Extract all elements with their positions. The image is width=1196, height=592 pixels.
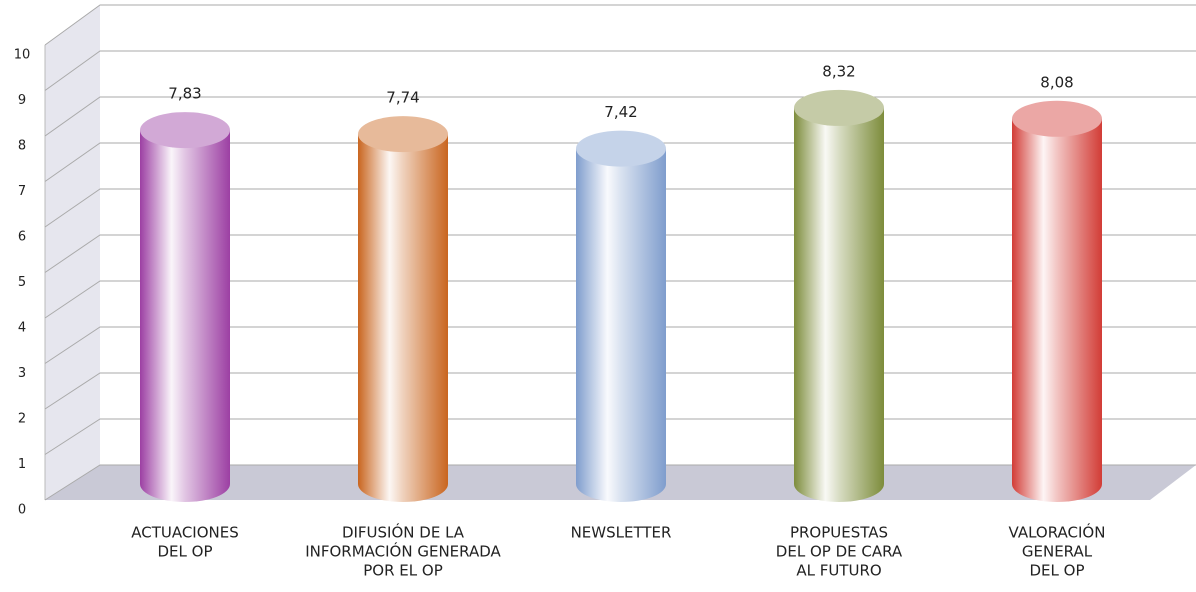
bar xyxy=(1012,118,1102,502)
grid-line xyxy=(44,4,1196,46)
x-tick-label: DEL OP xyxy=(157,543,212,561)
y-tick-label: 6 xyxy=(18,230,26,245)
bar-top xyxy=(1012,100,1102,137)
y-tick-label: 4 xyxy=(18,321,26,336)
value-label: 8,08 xyxy=(1040,73,1073,91)
y-tick-label: 7 xyxy=(18,184,26,199)
side-wall xyxy=(45,5,100,500)
y-tick-label: 9 xyxy=(18,93,26,108)
x-tick-label: DEL OP DE CARA xyxy=(776,543,903,561)
x-tick-label: DIFUSIÓN DE LA xyxy=(342,523,465,542)
value-label: 8,32 xyxy=(822,62,855,80)
x-tick-label: PROPUESTAS xyxy=(790,524,888,542)
y-tick-label: 0 xyxy=(18,503,26,518)
bar xyxy=(140,130,230,503)
y-tick-label: 2 xyxy=(18,412,26,427)
bar xyxy=(576,148,666,502)
x-tick-label: NEWSLETTER xyxy=(571,524,672,542)
y-tick-label: 8 xyxy=(18,139,26,154)
bar-top xyxy=(140,112,230,149)
x-tick-label: DEL OP xyxy=(1029,562,1084,580)
x-tick-label: POR EL OP xyxy=(363,562,443,580)
bar-top xyxy=(358,116,448,153)
x-tick-label: INFORMACIÓN GENERADA xyxy=(305,542,501,561)
value-label: 7,42 xyxy=(604,103,637,121)
x-tick-label: GENERAL xyxy=(1022,543,1093,561)
value-label: 7,83 xyxy=(168,85,201,103)
bar xyxy=(358,134,448,503)
value-label: 7,74 xyxy=(386,89,419,107)
bar xyxy=(794,107,884,502)
y-tick-label: 10 xyxy=(14,48,31,63)
bar-top xyxy=(794,89,884,126)
y-tick-label: 1 xyxy=(18,457,26,472)
y-tick-label: 5 xyxy=(18,275,26,290)
y-tick-label: 3 xyxy=(18,366,26,381)
x-tick-label: ACTUACIONES xyxy=(131,524,239,542)
bar-top xyxy=(576,130,666,167)
x-tick-label: VALORACIÓN xyxy=(1009,523,1106,542)
x-tick-label: AL FUTURO xyxy=(796,562,881,580)
grid-line xyxy=(44,50,1196,91)
